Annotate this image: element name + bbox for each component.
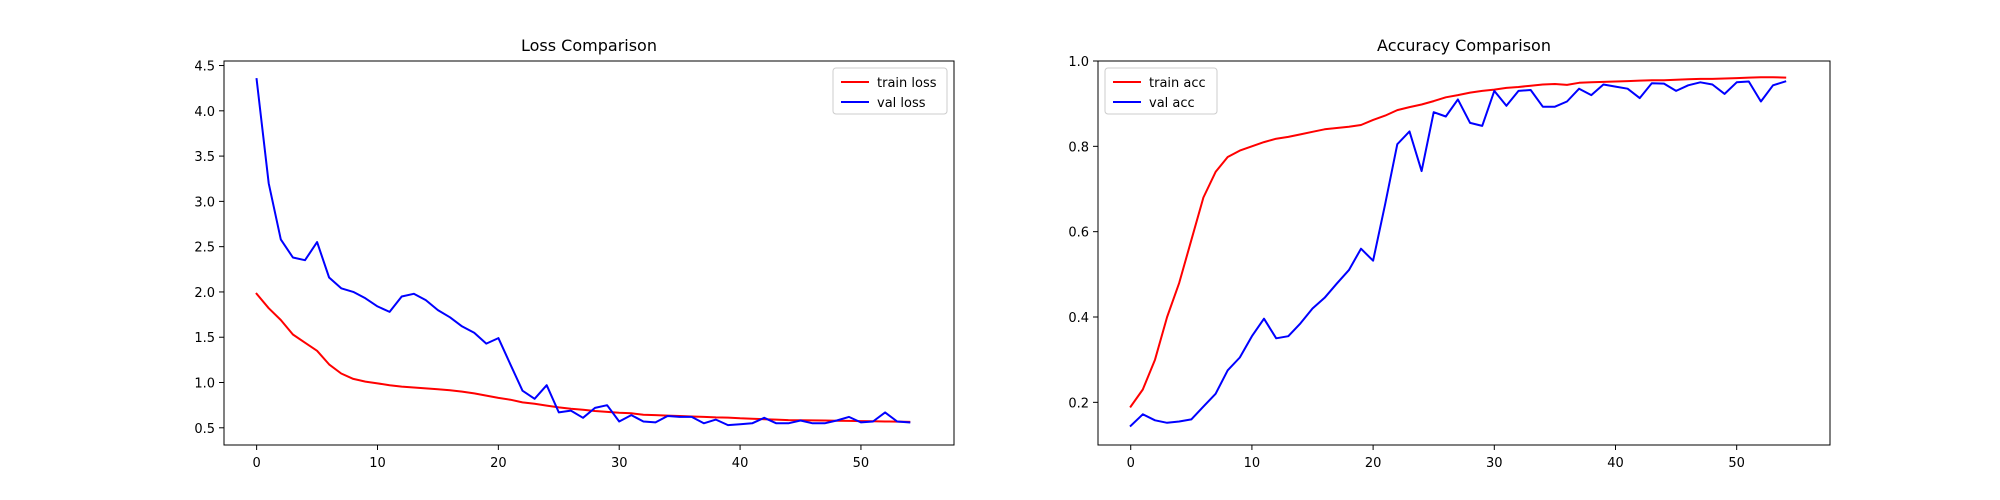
accuracy-x-tick-label: 30 xyxy=(1486,456,1503,471)
accuracy-plot-lines xyxy=(1129,76,1787,428)
accuracy-x-tick-label: 40 xyxy=(1607,456,1624,471)
loss-y-axis: 0.5 1.0 1.5 2.0 2.5 3.0 3.5 4.0 4.5 xyxy=(194,60,224,437)
loss-x-tick-label: 10 xyxy=(369,456,386,471)
accuracy-x-axis: 0 10 20 30 40 50 xyxy=(1127,445,1745,471)
accuracy-y-tick-label: 0.4 xyxy=(1068,311,1089,326)
loss-x-tick-label: 50 xyxy=(853,456,870,471)
loss-legend-label: train loss xyxy=(877,76,937,91)
loss-x-tick-label: 0 xyxy=(252,456,260,471)
accuracy-series-val-acc-line xyxy=(1129,80,1787,428)
accuracy-chart: Accuracy Comparison 0 10 20 30 40 50 0.20.40.… xyxy=(1068,36,1831,471)
loss-y-tick-label: 1.0 xyxy=(194,377,215,392)
loss-x-tick-label: 30 xyxy=(611,456,628,471)
accuracy-legend: train acc val acc xyxy=(1104,67,1218,115)
accuracy-chart-title: Accuracy Comparison xyxy=(1377,36,1551,55)
loss-y-tick-label: 2.0 xyxy=(194,286,215,301)
loss-y-tick-label: 3.5 xyxy=(194,150,215,165)
loss-y-tick-label: 3.0 xyxy=(194,195,215,210)
loss-x-axis: 0 10 20 30 40 50 xyxy=(252,445,869,471)
loss-y-tick-label: 4.0 xyxy=(194,105,215,120)
accuracy-x-tick-label: 50 xyxy=(1728,456,1745,471)
loss-chart: Loss Comparison 0 10 20 30 40 50 0.5 1.0 1.5 2.0… xyxy=(194,36,955,471)
loss-chart-title: Loss Comparison xyxy=(521,36,657,55)
loss-x-tick-label: 40 xyxy=(732,456,749,471)
accuracy-series-train-acc-line xyxy=(1129,76,1787,408)
loss-legend: train loss val loss xyxy=(832,67,948,115)
accuracy-x-tick-label: 0 xyxy=(1127,456,1135,471)
accuracy-x-tick-label: 20 xyxy=(1365,456,1382,471)
accuracy-y-axis: 0.2 0.4 0.6 0.8 1.0 xyxy=(1068,55,1098,411)
accuracy-legend-label: train acc xyxy=(1149,76,1206,91)
loss-y-tick-label: 0.5 xyxy=(194,422,215,437)
loss-legend-label: val loss xyxy=(877,96,926,111)
loss-y-tick-label: 2.5 xyxy=(194,241,215,256)
loss-y-tick-label: 1.5 xyxy=(194,331,215,346)
accuracy-legend-label: val acc xyxy=(1149,96,1195,111)
accuracy-y-tick-label: 0.2 xyxy=(1068,396,1089,411)
accuracy-x-tick-label: 10 xyxy=(1244,456,1261,471)
accuracy-y-tick-label: 0.8 xyxy=(1068,140,1089,155)
loss-y-tick-label: 4.5 xyxy=(194,60,215,75)
loss-plot-lines xyxy=(255,77,911,427)
accuracy-plot-frame xyxy=(1097,60,1831,446)
accuracy-y-tick-label: 1.0 xyxy=(1068,55,1089,70)
loss-series-train-loss-line xyxy=(255,292,911,423)
loss-x-tick-label: 20 xyxy=(490,456,507,471)
accuracy-y-tick-label: 0.6 xyxy=(1068,226,1089,241)
loss-plot-frame xyxy=(223,60,955,446)
loss-series-val-loss-line xyxy=(255,77,911,427)
